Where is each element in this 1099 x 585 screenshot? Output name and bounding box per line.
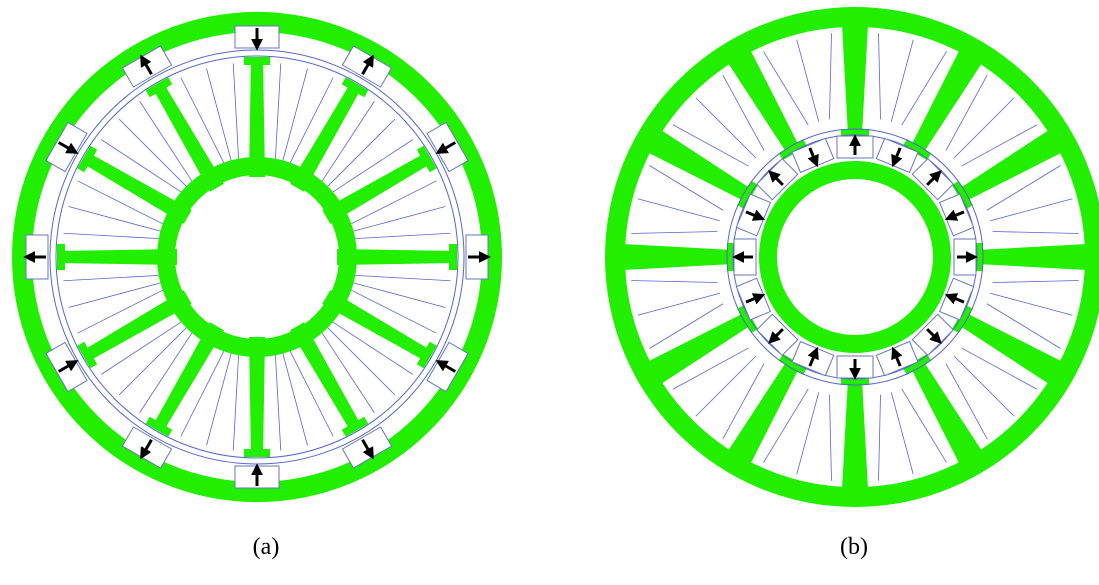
tooth-tip <box>951 304 973 334</box>
tooth-tip <box>778 353 808 375</box>
rotor-ring <box>759 161 951 353</box>
tooth-tip <box>449 244 457 270</box>
magnetization-arrow <box>361 438 374 460</box>
slot-coil-lines <box>672 74 765 167</box>
stator-tooth <box>623 244 733 270</box>
stator-tooth <box>842 379 868 489</box>
slot-coil-lines <box>878 33 947 126</box>
slot-coil-lines <box>180 63 240 168</box>
stator-tooth <box>842 25 868 135</box>
stator-tooth <box>249 337 265 457</box>
airgap-circle-inner <box>55 55 459 459</box>
stator-tooth <box>337 249 457 265</box>
tooth-tip <box>737 180 759 210</box>
stator-tooth <box>290 80 363 192</box>
magnetization-arrow <box>745 293 766 305</box>
stator-tooth <box>909 49 983 155</box>
magnetization-arrow <box>807 346 819 367</box>
magnetization-arrow <box>140 54 153 76</box>
stator-tooth <box>80 151 192 224</box>
tooth-tip <box>77 145 98 173</box>
tooth-tip <box>145 416 173 437</box>
slot-coil-lines <box>63 180 168 240</box>
slot-coil-lines <box>631 165 724 234</box>
caption-b: (b) <box>840 534 868 560</box>
magnetization-arrow <box>926 170 942 186</box>
magnetization-arrow <box>768 170 784 186</box>
magnetization-arrow <box>745 209 766 221</box>
stator-tooth <box>151 80 224 192</box>
tooth-tip <box>341 77 369 98</box>
stator-tooth <box>909 359 983 465</box>
magnetization-arrow <box>435 360 457 373</box>
slot-coil-lines <box>945 347 1038 440</box>
tooth-tip <box>416 341 437 369</box>
tooth-tip <box>902 139 932 161</box>
airgap-circle-outer <box>726 128 984 386</box>
slot-coil-lines <box>672 347 765 440</box>
slot-coil-lines <box>318 318 413 413</box>
tooth-tip <box>778 139 808 161</box>
magnetization-arrow <box>57 141 79 154</box>
slot-coil-lines <box>986 165 1079 234</box>
stator-tooth <box>322 290 434 363</box>
magnetization-arrow <box>768 328 784 344</box>
slot-coil-lines <box>986 280 1079 349</box>
machine-a-diagram <box>11 11 502 503</box>
slot-coil-lines <box>274 63 334 168</box>
tooth-tip <box>145 77 173 98</box>
caption-a: (a) <box>252 534 280 560</box>
stator-tooth <box>322 151 434 224</box>
tooth-tip <box>951 180 973 210</box>
slot-coil-lines <box>274 346 334 451</box>
stator-tooth <box>57 249 177 265</box>
stator-tooth <box>727 49 801 155</box>
slot-coil-lines <box>101 318 196 413</box>
tooth-tip <box>841 129 869 137</box>
stator-tooth <box>151 322 224 434</box>
stator-tooth <box>977 244 1087 270</box>
tooth-tip <box>57 244 65 270</box>
magnetization-arrow <box>807 147 819 168</box>
slot-coil-lines <box>878 388 947 481</box>
tooth-tip <box>902 353 932 375</box>
slot-coil-lines <box>180 346 240 451</box>
tooth-tip <box>416 145 437 173</box>
slot-coil-lines <box>63 274 168 334</box>
tooth-tip <box>244 449 270 457</box>
slot-coil-lines <box>318 101 413 196</box>
stator-tooth <box>647 129 753 203</box>
slot-coil-lines <box>101 101 196 196</box>
magnetization-arrow <box>944 293 965 305</box>
stator-tooth <box>80 290 192 363</box>
stator-tooth <box>290 322 363 434</box>
magnetization-arrow <box>944 209 965 221</box>
slot-coil-lines <box>346 274 451 334</box>
slot-coil-lines <box>631 280 724 349</box>
magnetization-arrow <box>891 147 903 168</box>
inner-yoke-ring <box>157 157 357 357</box>
stator-tooth <box>957 129 1063 203</box>
slot-coil-lines <box>763 388 832 481</box>
stator-tooth <box>727 359 801 465</box>
tooth-tip <box>737 304 759 334</box>
stator-tooth <box>957 311 1063 385</box>
magnetization-arrow <box>926 328 942 344</box>
machine-b-diagram <box>605 7 1099 507</box>
magnetization-arrow <box>140 438 153 460</box>
magnetization-arrow <box>891 346 903 367</box>
tooth-tip <box>341 416 369 437</box>
tooth-tip <box>77 341 98 369</box>
stator-tooth <box>647 311 753 385</box>
magnetization-arrow <box>361 54 374 76</box>
magnetization-arrow <box>435 141 457 154</box>
slot-coil-lines <box>945 74 1038 167</box>
magnetization-arrow <box>57 360 79 373</box>
tooth-tip <box>244 57 270 65</box>
stator-tooth <box>249 57 265 177</box>
slot-coil-lines <box>346 180 451 240</box>
tooth-tip <box>841 377 869 385</box>
slot-coil-lines <box>763 33 832 126</box>
